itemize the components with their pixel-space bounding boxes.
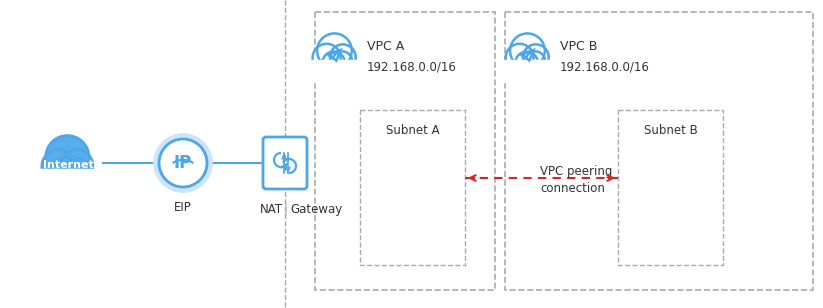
Circle shape (61, 150, 93, 181)
Text: 192.168.0.0/16: 192.168.0.0/16 (367, 60, 457, 74)
Circle shape (39, 147, 78, 186)
Circle shape (49, 154, 84, 190)
Circle shape (525, 51, 545, 71)
Circle shape (313, 44, 341, 72)
Bar (500, 60, 556, 83)
Circle shape (317, 34, 351, 68)
Text: 192.168.0.0/16: 192.168.0.0/16 (560, 60, 650, 74)
Text: VPC peering: VPC peering (540, 165, 612, 179)
Circle shape (505, 44, 533, 72)
Bar (33, 169, 103, 198)
Circle shape (65, 158, 89, 182)
Bar (33, 169, 103, 198)
Text: VPC A: VPC A (367, 40, 404, 54)
FancyBboxPatch shape (263, 137, 307, 189)
Circle shape (330, 44, 356, 70)
Text: EIP: EIP (174, 201, 192, 214)
Bar (307, 60, 363, 83)
Text: Gateway: Gateway (290, 203, 342, 216)
Circle shape (332, 51, 352, 71)
Bar (307, 60, 363, 83)
Circle shape (154, 134, 212, 192)
Bar (500, 60, 556, 83)
Circle shape (45, 136, 89, 179)
Text: NAT: NAT (260, 203, 283, 216)
Circle shape (510, 34, 545, 68)
Circle shape (159, 139, 207, 187)
Circle shape (42, 150, 75, 183)
Text: connection: connection (540, 181, 605, 194)
Text: Internet: Internet (43, 160, 93, 170)
Circle shape (323, 52, 345, 74)
Bar (360, 110, 465, 265)
Bar (33, 169, 103, 198)
Bar (315, 12, 495, 290)
Text: VPC B: VPC B (560, 40, 597, 54)
Circle shape (52, 157, 81, 187)
Text: |: | (284, 203, 288, 216)
Text: Subnet A: Subnet A (386, 124, 439, 136)
Circle shape (58, 147, 96, 184)
Bar (618, 110, 723, 265)
Circle shape (62, 155, 92, 185)
Circle shape (515, 52, 537, 74)
Circle shape (523, 44, 549, 70)
Circle shape (43, 132, 92, 182)
Text: Subnet B: Subnet B (644, 124, 697, 136)
Text: IP: IP (174, 154, 192, 172)
Bar (505, 12, 813, 290)
